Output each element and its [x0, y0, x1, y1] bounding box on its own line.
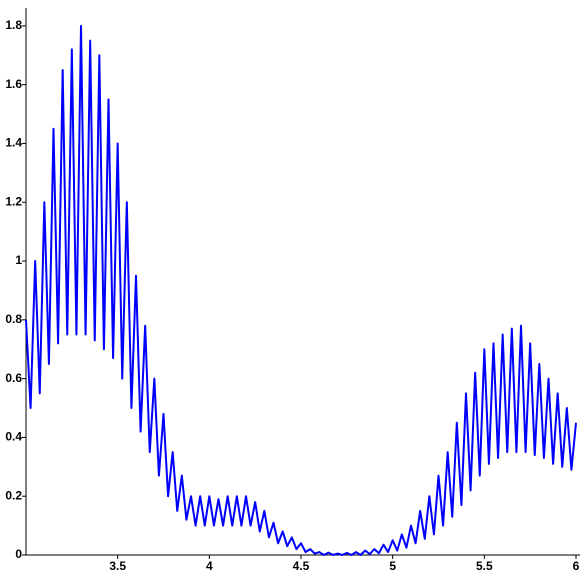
- y-tick-label: 1.2: [5, 194, 22, 208]
- y-tick-label: 0.6: [5, 371, 22, 385]
- x-tick-label: 3.5: [109, 559, 126, 573]
- x-tick-label: 4.5: [293, 559, 310, 573]
- y-tick-label: 1.6: [5, 77, 22, 91]
- y-tick-label: 1.4: [5, 136, 22, 150]
- x-tick-label: 5.5: [476, 559, 493, 573]
- y-tick-label: 1.8: [5, 18, 22, 32]
- x-tick-label: 4: [206, 559, 213, 573]
- y-tick-label: 0.4: [5, 430, 22, 444]
- y-tick-label: 1: [15, 253, 22, 267]
- x-tick-label: 5: [389, 559, 396, 573]
- x-tick-label: 6: [573, 559, 580, 573]
- y-tick-label: 0.8: [5, 312, 22, 326]
- data-line: [25, 24, 577, 556]
- y-tick-label: 0: [15, 547, 22, 561]
- y-tick-label: 0.2: [5, 488, 22, 502]
